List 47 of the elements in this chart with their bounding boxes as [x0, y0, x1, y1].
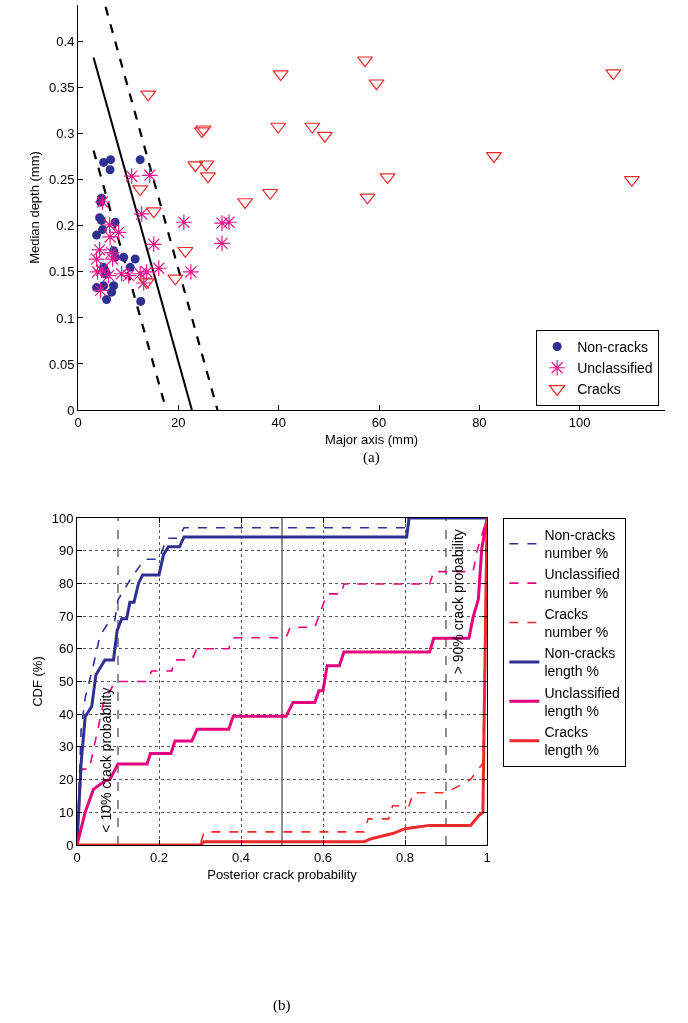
y-tick-label: 100	[51, 510, 74, 526]
y-tick-label: 50	[58, 674, 74, 690]
x-tick-label: 0.4	[231, 849, 251, 865]
x-tick-label: 100	[568, 414, 591, 430]
legend-label: Non-cracks	[577, 339, 648, 356]
y-tick-label: 40	[58, 706, 74, 722]
y-tick-label: 0.3	[56, 126, 75, 142]
x-tick-label: 80	[472, 414, 487, 430]
y-tick-label: 0.15	[49, 264, 75, 280]
y-tick-label: 0.2	[56, 218, 75, 234]
y-tick-label: 20	[58, 772, 74, 788]
x-tick-label: 0.6	[313, 849, 333, 865]
x-axis-title: Posterior crack probability	[207, 867, 358, 883]
text: (a)	[363, 449, 380, 466]
legend-label: Unclassified	[577, 360, 653, 377]
y-tick-label: 0	[66, 837, 74, 853]
legend-label: Cracks	[577, 381, 621, 398]
y-tick-label: 10	[58, 804, 74, 820]
x-tick-label: 40	[271, 414, 286, 430]
x-tick-label: 20	[171, 414, 186, 430]
y-axis-title: Median depth (mm)	[27, 151, 43, 264]
y-tick-label: 30	[58, 739, 74, 755]
y-axis-title: CDF (%)	[29, 656, 45, 707]
y-tick-label: 0.25	[49, 172, 75, 188]
legend-label: Unclassified number %	[544, 566, 620, 601]
x-axis-title: Major axis (mm)	[324, 432, 419, 448]
y-tick-label: 60	[58, 641, 74, 657]
ref-line-label: > 90% crack probability	[449, 529, 466, 675]
y-tick-label: 0.05	[49, 356, 75, 372]
y-tick-label: 80	[58, 575, 74, 591]
y-tick-label: 0.4	[56, 34, 75, 50]
legend-label: Cracks number %	[544, 605, 609, 641]
x-tick-label: 1	[483, 849, 491, 865]
legend-label: Non-cracks number %	[544, 527, 616, 562]
y-tick-label: 70	[58, 608, 74, 624]
legend-label: Unclassified length %	[544, 684, 620, 719]
y-tick-label: 90	[58, 543, 74, 559]
y-tick-label: 0.1	[56, 310, 75, 326]
y-tick-label: 0	[67, 402, 75, 418]
legend-label: Cracks length %	[544, 724, 599, 759]
x-tick-label: 60	[371, 414, 387, 430]
ref-line-label: < 10% crack probability	[98, 687, 115, 833]
y-tick-label: 0.35	[49, 80, 75, 96]
legend-label: Non-cracks length %	[544, 645, 616, 680]
x-tick-label: 0.8	[395, 849, 415, 865]
x-tick-label: 0.2	[149, 849, 169, 865]
text: (b)	[273, 997, 291, 1014]
